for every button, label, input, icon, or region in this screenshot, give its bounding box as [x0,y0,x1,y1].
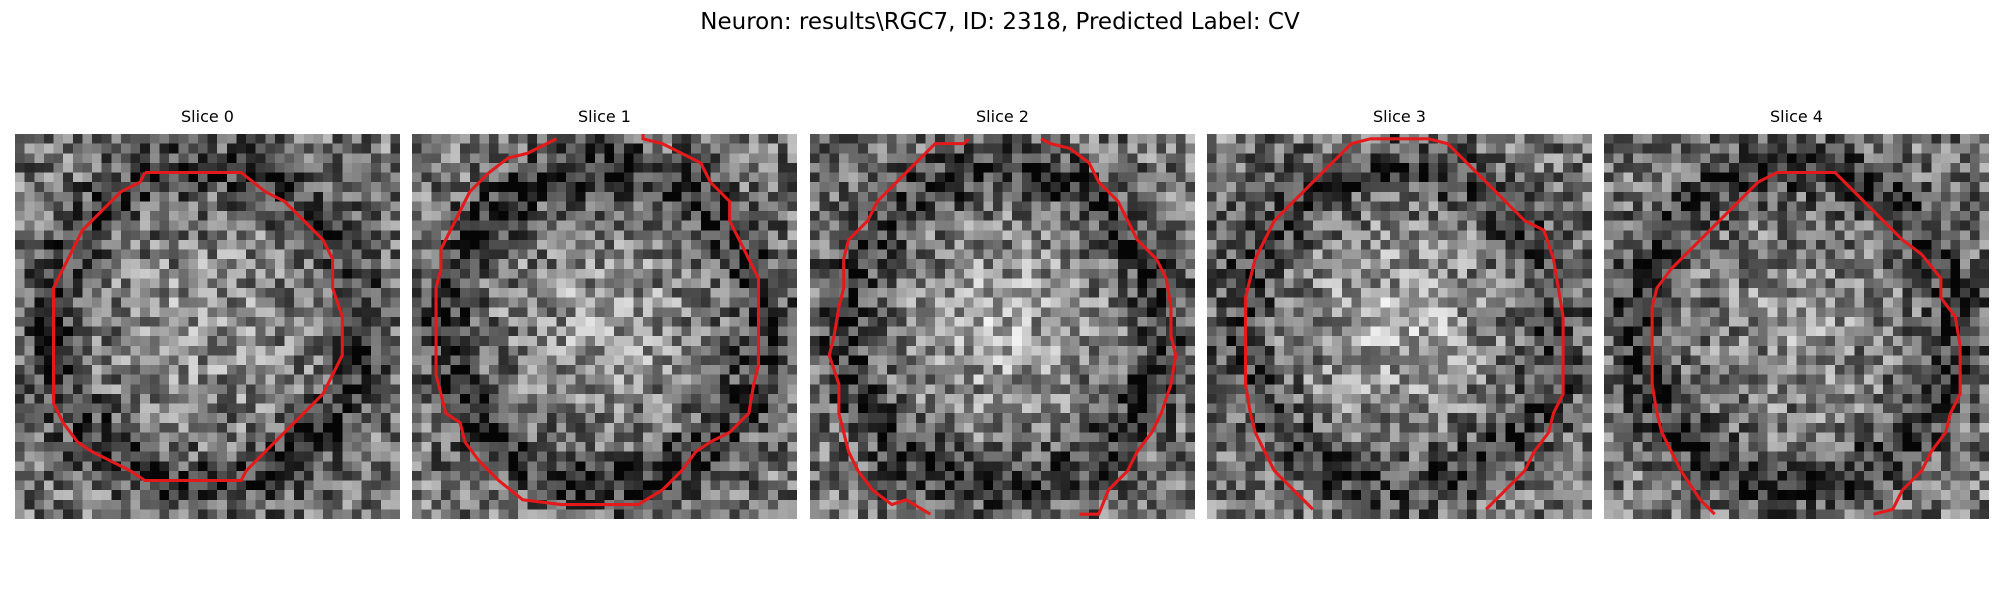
contour-line [1040,137,1178,516]
slice-title: Slice 2 [976,107,1029,126]
pixel-grid [1207,134,1592,519]
contour-line [51,170,344,483]
slice-image [1604,134,1989,519]
slice-panel-0: Slice 0 [15,107,400,519]
slice-title: Slice 1 [578,107,631,126]
slice-panel-2: Slice 2 [810,107,1195,519]
slice-image [15,134,400,519]
slice-title: Slice 3 [1373,107,1426,126]
slice-title: Slice 4 [1770,107,1823,126]
contour-line [1243,137,1565,511]
slice-title: Slice 0 [181,107,234,126]
slice-panel-3: Slice 3 [1207,107,1592,519]
contour-line [1650,170,1962,516]
pixel-grid [1604,134,1989,519]
pixel-grid [810,134,1195,519]
contour-line [827,137,970,516]
pixel-grid [412,134,797,519]
pixel-grid [15,134,400,519]
slice-image [412,134,797,519]
contour-line [434,134,761,507]
figure-title: Neuron: results\RGC7, ID: 2318, Predicte… [700,9,1300,35]
slice-image [1207,134,1592,519]
slice-panel-4: Slice 4 [1604,107,1989,519]
slice-image [810,134,1195,519]
slice-panel-1: Slice 1 [412,107,797,519]
